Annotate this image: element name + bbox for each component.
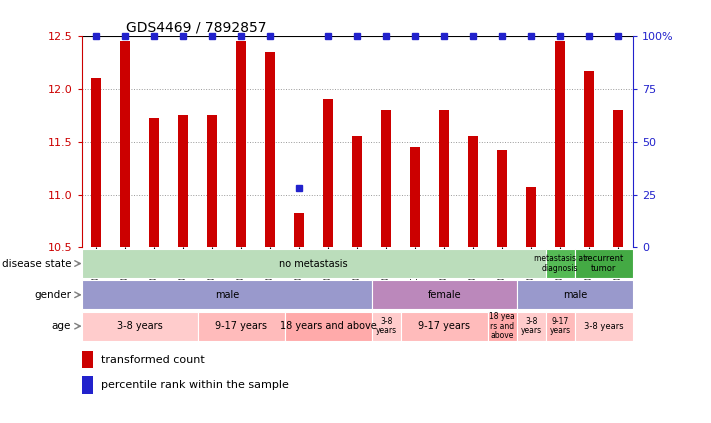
- Bar: [469, 136, 479, 247]
- Bar: [265, 52, 275, 247]
- Text: GDS4469 / 7892857: GDS4469 / 7892857: [126, 21, 267, 35]
- Bar: [517, 311, 546, 341]
- Text: metastasis at
diagnosis: metastasis at diagnosis: [534, 254, 587, 273]
- Bar: [91, 78, 102, 247]
- Bar: [207, 115, 218, 247]
- Text: male: male: [215, 290, 239, 300]
- Bar: [82, 280, 372, 310]
- Bar: [555, 41, 565, 247]
- Text: 3-8 years: 3-8 years: [117, 321, 163, 331]
- Text: recurrent
tumor: recurrent tumor: [584, 254, 624, 273]
- Bar: [82, 376, 92, 394]
- Bar: [149, 118, 159, 247]
- Text: disease state: disease state: [1, 258, 71, 269]
- Bar: [352, 136, 363, 247]
- Bar: [381, 110, 391, 247]
- Text: transformed count: transformed count: [101, 355, 205, 365]
- Bar: [497, 150, 508, 247]
- Bar: [236, 41, 246, 247]
- Bar: [285, 311, 372, 341]
- Bar: [584, 71, 594, 247]
- Bar: [517, 280, 633, 310]
- Bar: [439, 110, 449, 247]
- Bar: [82, 311, 198, 341]
- Bar: [82, 351, 92, 368]
- Bar: [574, 311, 633, 341]
- Bar: [82, 249, 546, 278]
- Bar: [574, 249, 633, 278]
- Text: gender: gender: [34, 290, 71, 300]
- Text: male: male: [562, 290, 587, 300]
- Text: 18 yea
rs and
above: 18 yea rs and above: [489, 312, 515, 341]
- Text: 3-8
years: 3-8 years: [375, 317, 397, 335]
- Bar: [546, 311, 574, 341]
- Bar: [372, 280, 517, 310]
- Bar: [613, 110, 624, 247]
- Bar: [410, 147, 420, 247]
- Text: 9-17
years: 9-17 years: [550, 317, 571, 335]
- Bar: [401, 311, 488, 341]
- Bar: [324, 99, 333, 247]
- Bar: [120, 41, 130, 247]
- Text: 9-17 years: 9-17 years: [215, 321, 267, 331]
- Bar: [488, 311, 517, 341]
- Text: no metastasis: no metastasis: [279, 258, 348, 269]
- Text: 3-8
years: 3-8 years: [520, 317, 542, 335]
- Bar: [294, 213, 304, 247]
- Text: 3-8 years: 3-8 years: [584, 321, 624, 331]
- Text: percentile rank within the sample: percentile rank within the sample: [101, 380, 289, 390]
- Bar: [546, 249, 574, 278]
- Text: 18 years and above: 18 years and above: [280, 321, 377, 331]
- Bar: [198, 311, 285, 341]
- Text: age: age: [52, 321, 71, 331]
- Bar: [178, 115, 188, 247]
- Bar: [372, 311, 401, 341]
- Text: female: female: [427, 290, 461, 300]
- Text: 9-17 years: 9-17 years: [418, 321, 470, 331]
- Bar: [526, 187, 536, 247]
